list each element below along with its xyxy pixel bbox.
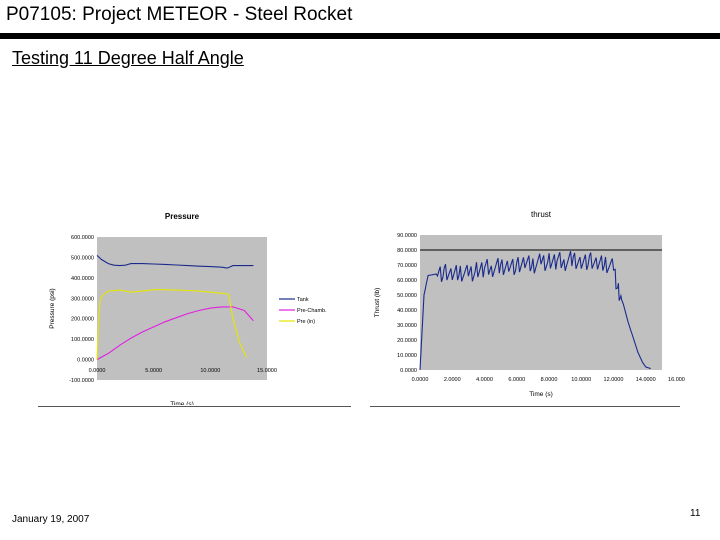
- y-tick-label: 50.0000: [397, 293, 417, 299]
- x-tick-label: 16.0000: [668, 377, 685, 383]
- y-tick-label: 10.0000: [397, 353, 417, 359]
- x-tick-label: 15.0000: [257, 368, 277, 374]
- x-tick-label: 10.0000: [200, 368, 220, 374]
- plot-area: [97, 237, 267, 380]
- y-tick-label: -100.0000: [69, 378, 94, 384]
- x-tick-label: 8.0000: [541, 377, 558, 383]
- y-tick-label: 90.0000: [397, 233, 417, 239]
- slide-title: P07105: Project METEOR - Steel Rocket: [6, 4, 353, 25]
- y-axis-label: Pressure (psi): [49, 288, 56, 328]
- legend-label: Pre-Chamb.: [297, 308, 327, 314]
- thrust-chart: thrust 90.0000 80.0000 70.0000 60.0000 50.000…: [374, 210, 685, 398]
- x-tick-label: 5.0000: [145, 368, 162, 374]
- x-tick-label: 0.0000: [89, 368, 106, 374]
- y-tick-label: 80.0000: [397, 248, 417, 254]
- chart-title: thrust: [531, 210, 552, 219]
- x-tick-label: 4.0000: [476, 377, 493, 383]
- y-tick-label: 600.0000: [71, 235, 94, 241]
- y-tick-label: 40.0000: [397, 308, 417, 314]
- page-number: 11: [690, 508, 701, 519]
- series-line: [419, 251, 651, 371]
- x-tick-label: 12.0000: [604, 377, 624, 383]
- title-rule: [0, 33, 720, 39]
- plot-area: [420, 235, 662, 370]
- footer-date: January 19, 2007: [12, 514, 90, 525]
- chart-underline-right: [370, 406, 680, 407]
- x-tick-label: 6.0000: [508, 377, 525, 383]
- series-line: [96, 289, 248, 360]
- slide-subtitle: Testing 11 Degree Half Angle: [12, 48, 244, 68]
- y-tick-label: 0.0000: [400, 368, 417, 374]
- pressure-chart: Pressure 600.0000 500.0000 400.0000 300.0000…: [49, 212, 327, 405]
- y-tick-label: 100.0000: [71, 337, 94, 343]
- y-tick-label: 20.0000: [397, 338, 417, 344]
- y-tick-label: 60.0000: [397, 278, 417, 284]
- x-tick-label: 10.0000: [571, 377, 591, 383]
- y-tick-label: 0.0000: [77, 358, 94, 364]
- series-line: [96, 306, 254, 361]
- legend-label: Tank: [297, 297, 309, 303]
- y-axis-label: Thrust (lb): [374, 288, 381, 318]
- x-tick-label: 14.0000: [636, 377, 656, 383]
- y-tick-label: 30.0000: [397, 323, 417, 329]
- legend-label: Pre (in): [297, 319, 315, 325]
- series-line: [96, 254, 254, 269]
- y-tick-label: 300.0000: [71, 296, 94, 302]
- x-axis-label: Time (s): [170, 401, 194, 405]
- chart-underline-left: [38, 406, 351, 407]
- y-tick-label: 500.0000: [71, 255, 94, 261]
- y-tick-label: 70.0000: [397, 263, 417, 269]
- y-tick-label: 200.0000: [71, 317, 94, 323]
- x-tick-label: 2.0000: [444, 377, 461, 383]
- x-axis-label: Time (s): [529, 391, 553, 398]
- y-tick-label: 400.0000: [71, 276, 94, 282]
- x-tick-label: 0.0000: [412, 377, 429, 383]
- chart-title: Pressure: [165, 212, 200, 221]
